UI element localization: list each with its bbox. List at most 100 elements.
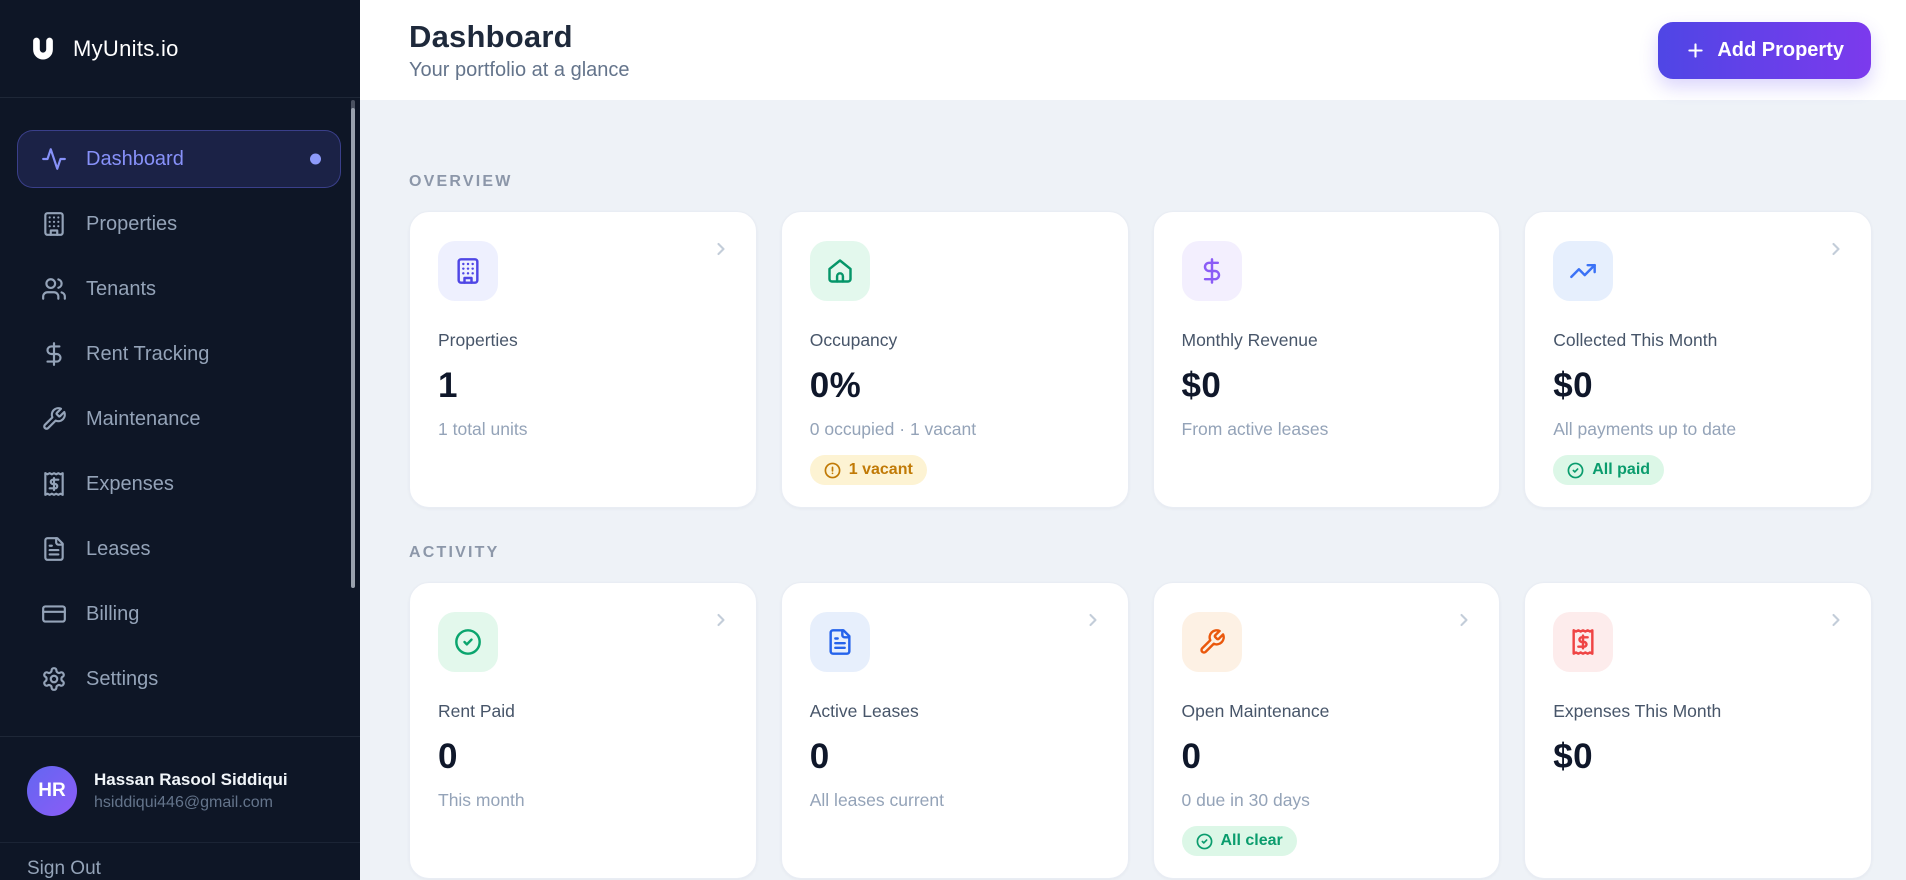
chevron-right-icon xyxy=(1826,239,1846,259)
card-title: Open Maintenance xyxy=(1181,701,1330,721)
users-icon xyxy=(41,276,67,302)
add-property-button[interactable]: Add Property xyxy=(1658,21,1871,79)
card-grid: Properties 1 1 total units Occupancy 0% 0 occ… xyxy=(409,211,1872,508)
sidebar-item-leases[interactable]: Leases xyxy=(17,520,341,578)
sidebar-item-label: Tenants xyxy=(86,277,157,300)
card-subtitle: From active leases xyxy=(1181,419,1329,439)
card-title: Monthly Revenue xyxy=(1181,330,1318,350)
card-monthly-revenue: Monthly Revenue $0 From active leases xyxy=(1152,211,1501,508)
wrench-icon xyxy=(1181,612,1242,672)
sidebar-scrollbar-thumb[interactable] xyxy=(351,108,355,588)
dollar-icon xyxy=(41,341,67,367)
sidebar-item-label: Leases xyxy=(86,537,151,560)
card-active-leases[interactable]: Active Leases 0 All leases current xyxy=(780,582,1129,879)
alert-circle-icon xyxy=(824,462,841,479)
section-label: ACTIVITY xyxy=(409,544,500,561)
sidebar-item-label: Properties xyxy=(86,212,178,235)
avatar: HR xyxy=(27,766,77,816)
sidebar-item-tenants[interactable]: Tenants xyxy=(17,260,341,318)
card-occupancy: Occupancy 0% 0 occupied · 1 vacant 1 vacant xyxy=(780,211,1129,508)
card-value: 0% xyxy=(809,366,862,405)
card-title: Properties xyxy=(438,330,518,350)
card-subtitle: This month xyxy=(438,790,525,810)
sidebar-item-label: Dashboard xyxy=(86,147,184,170)
status-badge: All paid xyxy=(1553,455,1665,485)
card-value: $0 xyxy=(1553,366,1593,405)
badge-label: All paid xyxy=(1592,461,1651,478)
chevron-right-icon xyxy=(711,239,731,259)
card-expenses-this-month[interactable]: Expenses This Month $0 xyxy=(1524,582,1872,879)
card-value: $0 xyxy=(1181,366,1222,405)
card-value: $0 xyxy=(1553,737,1593,776)
dollar-icon xyxy=(1181,241,1242,301)
card-collected-this-month[interactable]: Collected This Month $0 All payments up to… xyxy=(1524,211,1872,508)
sidebar-item-properties[interactable]: Properties xyxy=(17,195,341,253)
sidebar-item-rent-tracking[interactable]: Rent Tracking xyxy=(17,325,341,383)
app-name: MyUnits.io xyxy=(73,35,179,61)
card-grid: Rent Paid 0 This month Active Leases 0 All le… xyxy=(409,582,1872,879)
sidebar-item-label: Billing xyxy=(86,602,140,625)
card-subtitle: All payments up to date xyxy=(1553,419,1737,439)
card-subtitle: 0 due in 30 days xyxy=(1181,790,1310,810)
myunits-logo-icon xyxy=(27,33,59,65)
file-text-icon xyxy=(41,536,67,562)
sidebar-item-dashboard[interactable]: Dashboard xyxy=(17,130,341,188)
gear-icon xyxy=(41,666,67,692)
building-icon xyxy=(438,241,498,301)
page-header: Dashboard Your portfolio at a glance Add… xyxy=(360,0,1906,100)
file-text-icon xyxy=(809,612,870,672)
sidebar-nav: Dashboard Properties Tenants Rent Tracking M… xyxy=(0,98,360,736)
card-value: 1 xyxy=(438,366,458,405)
card-subtitle: All leases current xyxy=(809,790,944,810)
card-title: Collected This Month xyxy=(1553,330,1718,350)
active-indicator-dot xyxy=(310,153,321,165)
section-overview: OVERVIEW Properties 1 1 total units Occupanc… xyxy=(409,173,1872,508)
sidebar-item-label: Settings xyxy=(86,667,159,690)
card-subtitle: 1 total units xyxy=(438,419,528,439)
plus-icon xyxy=(1685,40,1706,61)
sidebar-item-label: Expenses xyxy=(86,472,174,495)
section-activity: ACTIVITY Rent Paid 0 This month Active Lease… xyxy=(409,544,1872,879)
credit-card-icon xyxy=(41,601,67,627)
card-title: Expenses This Month xyxy=(1553,701,1722,721)
card-title: Rent Paid xyxy=(438,701,515,721)
sidebar-item-settings[interactable]: Settings xyxy=(17,650,341,708)
badge-label: All clear xyxy=(1220,832,1283,849)
chevron-right-icon xyxy=(1826,610,1846,630)
page-subtitle: Your portfolio at a glance xyxy=(409,58,630,81)
card-title: Occupancy xyxy=(809,330,898,350)
card-title: Active Leases xyxy=(809,701,919,721)
section-label: OVERVIEW xyxy=(409,173,513,190)
user-profile: HR Hassan Rasool Siddiqui hsiddiqui446@g… xyxy=(0,736,360,816)
user-email: hsiddiqui446@gmail.com xyxy=(94,794,273,811)
sign-out-button[interactable]: Sign Out xyxy=(0,842,360,880)
card-rent-paid[interactable]: Rent Paid 0 This month xyxy=(409,582,757,879)
card-subtitle: 0 occupied · 1 vacant xyxy=(809,419,977,439)
home-icon xyxy=(809,241,870,301)
sidebar-item-maintenance[interactable]: Maintenance xyxy=(17,390,341,448)
badge-label: 1 vacant xyxy=(848,461,913,478)
status-badge: All clear xyxy=(1181,826,1297,856)
building-icon xyxy=(41,211,67,237)
chevron-right-icon xyxy=(1083,610,1103,630)
sidebar-item-label: Rent Tracking xyxy=(86,342,210,365)
check-circle-icon xyxy=(438,612,498,672)
card-value: 0 xyxy=(1181,737,1202,776)
main-area: Dashboard Your portfolio at a glance Add… xyxy=(360,0,1906,880)
sidebar-item-label: Maintenance xyxy=(86,407,201,430)
chevron-right-icon xyxy=(711,610,731,630)
sidebar-item-expenses[interactable]: Expenses xyxy=(17,455,341,513)
content: OVERVIEW Properties 1 1 total units Occupanc… xyxy=(360,100,1906,880)
activity-icon xyxy=(41,146,67,172)
sidebar-item-billing[interactable]: Billing xyxy=(17,585,341,643)
trending-up-icon xyxy=(1553,241,1614,301)
check-circle-icon xyxy=(1196,833,1213,850)
add-property-label: Add Property xyxy=(1717,38,1844,61)
receipt-icon xyxy=(1553,612,1614,672)
card-open-maintenance[interactable]: Open Maintenance 0 0 due in 30 days All cle… xyxy=(1152,582,1501,879)
card-properties[interactable]: Properties 1 1 total units xyxy=(409,211,757,508)
chevron-right-icon xyxy=(1454,610,1474,630)
wrench-icon xyxy=(41,406,67,432)
check-circle-icon xyxy=(1567,462,1584,479)
page-title: Dashboard xyxy=(409,18,573,54)
